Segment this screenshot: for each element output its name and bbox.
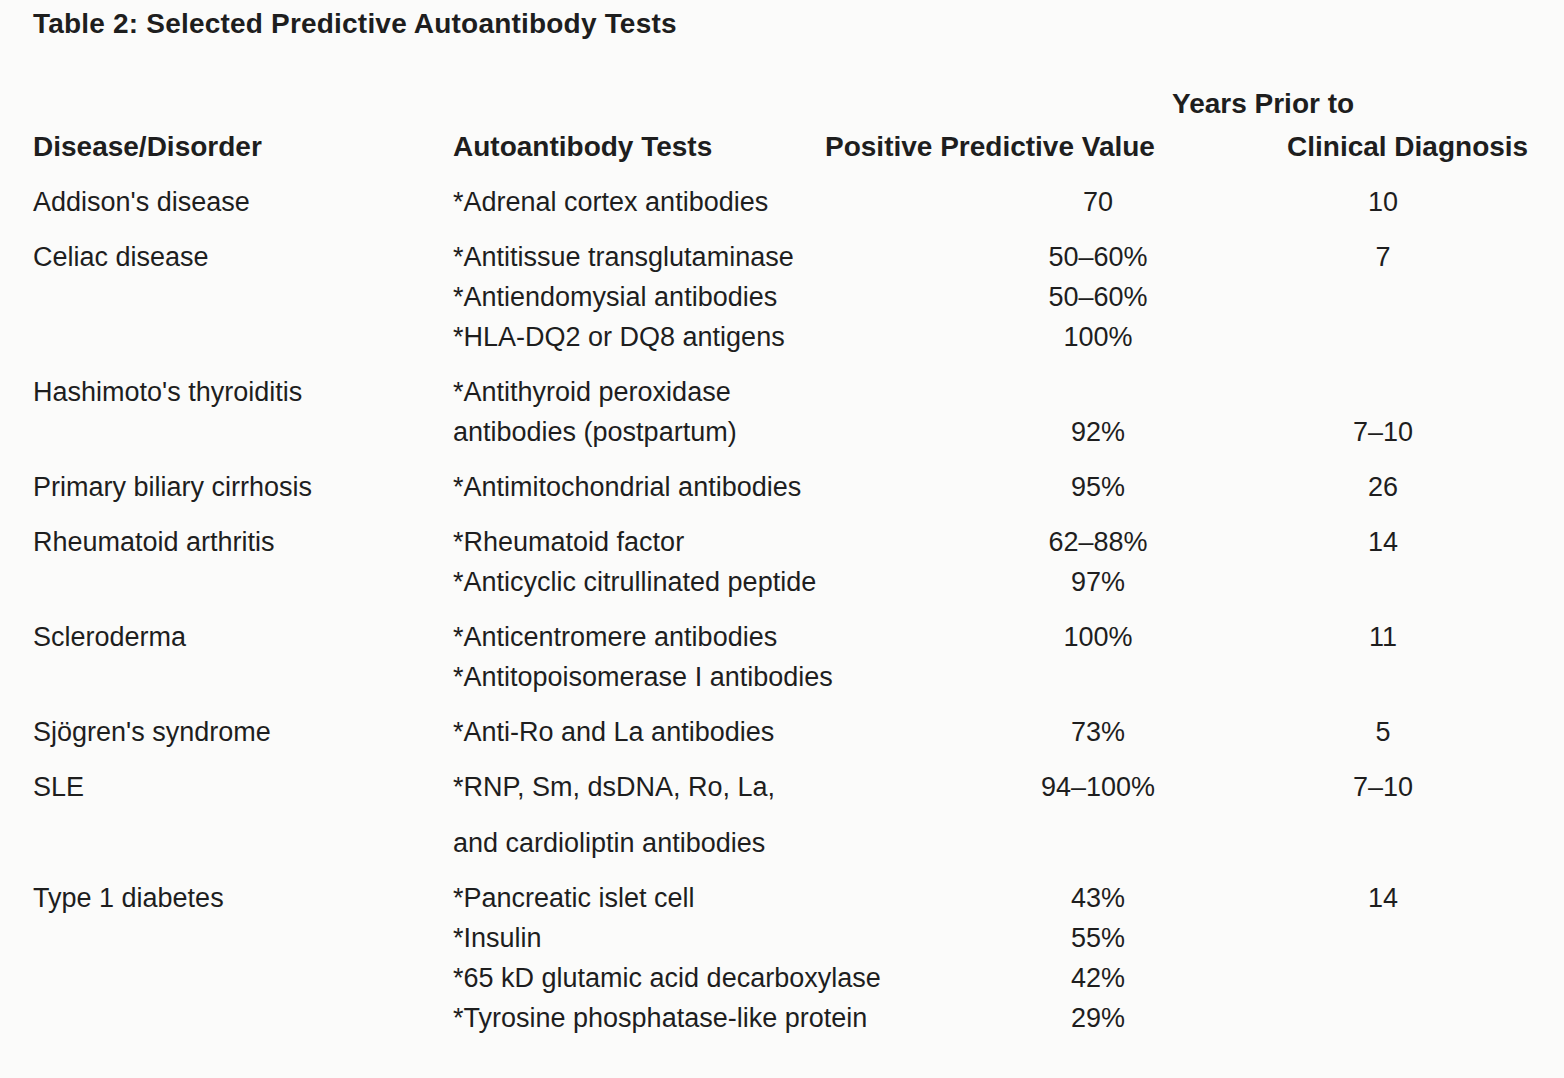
column-header-years-line1: Years Prior to xyxy=(1172,88,1354,120)
years-cell: 7–10 xyxy=(1263,772,1503,803)
disease-cell: Type 1 diabetes xyxy=(33,883,453,914)
table-line: *Anticyclic citrullinated peptide 97% xyxy=(33,562,1503,602)
table-title: Table 2: Selected Predictive Autoantibod… xyxy=(33,8,677,40)
test-cell: *Rheumatoid factor xyxy=(453,527,933,558)
years-cell: 7–10 xyxy=(1263,417,1503,448)
ppv-cell: 42% xyxy=(933,963,1263,994)
table-line: and cardioliptin antibodies xyxy=(33,823,1503,863)
test-cell: *Antiendomysial antibodies xyxy=(453,282,933,313)
disease-cell: Sjögren's syndrome xyxy=(33,717,453,748)
disease-cell: Addison's disease xyxy=(33,187,453,218)
column-header-disease: Disease/Disorder xyxy=(33,131,262,163)
table-row-celiac: Celiac disease *Antitissue transglutamin… xyxy=(33,237,1503,357)
ppv-cell: 94–100% xyxy=(933,772,1263,803)
test-cell: antibodies (postpartum) xyxy=(453,417,933,448)
years-cell: 10 xyxy=(1263,187,1503,218)
table-line: SLE *RNP, Sm, dsDNA, Ro, La, 94–100% 7–1… xyxy=(33,767,1503,807)
table-line: *Antiendomysial antibodies 50–60% xyxy=(33,277,1503,317)
ppv-cell: 50–60% xyxy=(933,282,1263,313)
table-line: Primary biliary cirrhosis *Antimitochond… xyxy=(33,467,1503,507)
test-cell: *65 kD glutamic acid decarboxylase xyxy=(453,963,933,994)
test-cell: *Anticentromere antibodies xyxy=(453,622,933,653)
table-line: Hashimoto's thyroiditis *Antithyroid per… xyxy=(33,372,1503,412)
test-cell: *Adrenal cortex antibodies xyxy=(453,187,933,218)
ppv-cell: 95% xyxy=(933,472,1263,503)
table-row-hashimotos: Hashimoto's thyroiditis *Antithyroid per… xyxy=(33,372,1503,452)
test-cell: *Insulin xyxy=(453,923,933,954)
table-line: Sjögren's syndrome *Anti-Ro and La antib… xyxy=(33,712,1503,752)
table-row-pbc: Primary biliary cirrhosis *Antimitochond… xyxy=(33,467,1503,507)
disease-cell: Rheumatoid arthritis xyxy=(33,527,453,558)
table-line: *65 kD glutamic acid decarboxylase 42% xyxy=(33,958,1503,998)
years-cell: 5 xyxy=(1263,717,1503,748)
years-cell: 11 xyxy=(1263,622,1503,653)
disease-cell: Celiac disease xyxy=(33,242,453,273)
table-row-rheumatoid: Rheumatoid arthritis *Rheumatoid factor … xyxy=(33,522,1503,602)
table-body: Addison's disease *Adrenal cortex antibo… xyxy=(33,182,1503,1053)
ppv-cell: 62–88% xyxy=(933,527,1263,558)
ppv-cell: 43% xyxy=(933,883,1263,914)
ppv-cell: 97% xyxy=(933,567,1263,598)
test-cell: *Anticyclic citrullinated peptide xyxy=(453,567,933,598)
test-cell: *Antitissue transglutaminase xyxy=(453,242,933,273)
disease-cell: SLE xyxy=(33,772,453,803)
table-line: *HLA-DQ2 or DQ8 antigens 100% xyxy=(33,317,1503,357)
ppv-cell: 70 xyxy=(933,187,1263,218)
test-cell: *RNP, Sm, dsDNA, Ro, La, xyxy=(453,772,933,803)
table-row-sle: SLE *RNP, Sm, dsDNA, Ro, La, 94–100% 7–1… xyxy=(33,767,1503,863)
test-cell: *Antitopoisomerase I antibodies xyxy=(453,662,933,693)
table-line: *Antitopoisomerase I antibodies xyxy=(33,657,1503,697)
table-line: *Tyrosine phosphatase-like protein 29% xyxy=(33,998,1503,1038)
ppv-cell: 29% xyxy=(933,1003,1263,1034)
test-cell: *Pancreatic islet cell xyxy=(453,883,933,914)
ppv-cell: 100% xyxy=(933,322,1263,353)
column-header-tests: Autoantibody Tests xyxy=(453,131,712,163)
column-header-years-line2: Clinical Diagnosis xyxy=(1287,131,1528,163)
years-cell: 14 xyxy=(1263,527,1503,558)
test-cell: *Tyrosine phosphatase-like protein xyxy=(453,1003,933,1034)
years-cell: 14 xyxy=(1263,883,1503,914)
ppv-cell: 55% xyxy=(933,923,1263,954)
table-line: antibodies (postpartum) 92% 7–10 xyxy=(33,412,1503,452)
years-cell: 7 xyxy=(1263,242,1503,273)
disease-cell: Hashimoto's thyroiditis xyxy=(33,377,453,408)
table-row-type1-diabetes: Type 1 diabetes *Pancreatic islet cell 4… xyxy=(33,878,1503,1038)
test-cell: *HLA-DQ2 or DQ8 antigens xyxy=(453,322,933,353)
test-cell: and cardioliptin antibodies xyxy=(453,828,933,859)
table-line: Celiac disease *Antitissue transglutamin… xyxy=(33,237,1503,277)
table-line: Addison's disease *Adrenal cortex antibo… xyxy=(33,182,1503,222)
disease-cell: Scleroderma xyxy=(33,622,453,653)
test-cell: *Antimitochondrial antibodies xyxy=(453,472,933,503)
ppv-cell: 92% xyxy=(933,417,1263,448)
table-row-scleroderma: Scleroderma *Anticentromere antibodies 1… xyxy=(33,617,1503,697)
ppv-cell: 73% xyxy=(933,717,1263,748)
test-cell: *Antithyroid peroxidase xyxy=(453,377,933,408)
document-page: Table 2: Selected Predictive Autoantibod… xyxy=(0,0,1564,1078)
ppv-cell: 100% xyxy=(933,622,1263,653)
years-cell: 26 xyxy=(1263,472,1503,503)
ppv-cell: 50–60% xyxy=(933,242,1263,273)
column-header-ppv: Positive Predictive Value xyxy=(825,131,1155,163)
table-line: Type 1 diabetes *Pancreatic islet cell 4… xyxy=(33,878,1503,918)
disease-cell: Primary biliary cirrhosis xyxy=(33,472,453,503)
table-line: *Insulin 55% xyxy=(33,918,1503,958)
table-line: Scleroderma *Anticentromere antibodies 1… xyxy=(33,617,1503,657)
test-cell: *Anti-Ro and La antibodies xyxy=(453,717,933,748)
table-row-addisons: Addison's disease *Adrenal cortex antibo… xyxy=(33,182,1503,222)
table-line: Rheumatoid arthritis *Rheumatoid factor … xyxy=(33,522,1503,562)
table-row-sjogrens: Sjögren's syndrome *Anti-Ro and La antib… xyxy=(33,712,1503,752)
